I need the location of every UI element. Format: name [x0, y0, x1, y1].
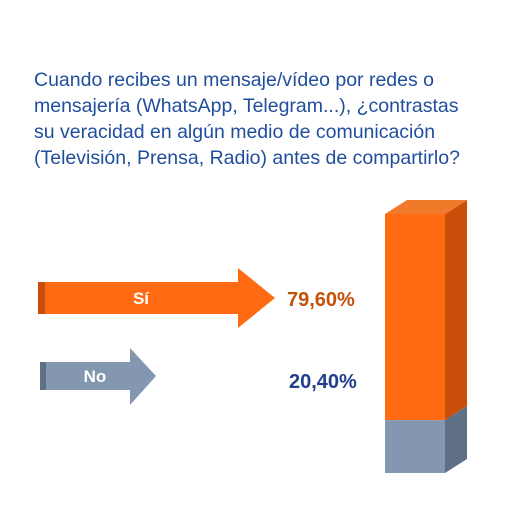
no-arrow: No	[40, 348, 156, 405]
stacked-bar	[385, 200, 467, 473]
bar-top-face	[385, 200, 467, 214]
si-arrow-shape	[38, 268, 275, 328]
bar-segment-no-front	[385, 420, 445, 473]
no-arrow-cap	[40, 362, 46, 390]
si-arrow: Sí	[38, 268, 275, 328]
si-arrow-label: Sí	[133, 289, 150, 308]
bar-segment-si-front	[385, 214, 445, 421]
chart-question-title: Cuando recibes un mensaje/vídeo por rede…	[34, 69, 460, 169]
no-value-label: 20,40%	[289, 371, 357, 393]
no-arrow-shape	[40, 348, 156, 405]
no-arrow-label: No	[84, 367, 107, 386]
bar-segment-si-side	[445, 200, 467, 421]
si-value-label: 79,60%	[287, 289, 355, 311]
bar-segment-no-side	[445, 406, 467, 473]
si-arrow-cap	[38, 282, 45, 314]
